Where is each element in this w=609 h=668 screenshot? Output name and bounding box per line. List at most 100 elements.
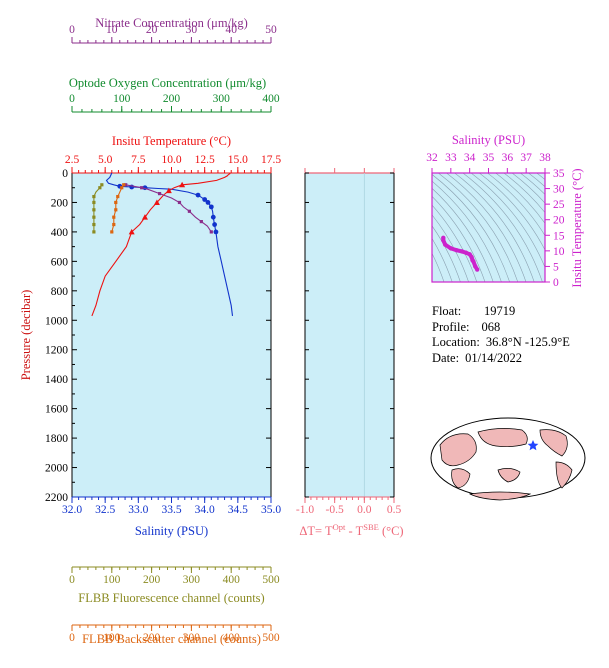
nitrate-point (187, 209, 192, 213)
delta-t-tick-label: -1.0 (296, 504, 314, 516)
nitrate-point (209, 230, 213, 234)
density-contour (462, 173, 543, 282)
nitrate-tick-label: 20 (146, 24, 158, 36)
salinity-tick-label: 35.0 (261, 504, 281, 516)
ts-y-tick-label: 30 (553, 184, 565, 196)
salinity-axis-label: Salinity (PSU) (135, 524, 208, 538)
delta-t-axis: -1.0 -0.5 0.0 0.5 (296, 168, 402, 516)
ts-y-tick-label: 25 (553, 199, 565, 211)
fluorescence-point (92, 200, 96, 205)
map-landmass (539, 429, 568, 457)
date-label: Date: (432, 350, 460, 365)
oxygen-tick-label: 0 (69, 93, 75, 105)
temperature-point (179, 181, 186, 188)
temperature-point (128, 228, 135, 235)
backscatter-tick-label: 500 (262, 632, 280, 644)
float-value: 19719 (484, 304, 516, 318)
ts-x-tick-label: 38 (539, 152, 551, 164)
pressure-tick-label: 2200 (45, 492, 68, 504)
temperature-tick-label: 2.5 (65, 154, 80, 166)
backscatter-point (114, 208, 118, 212)
backscatter-point (116, 194, 120, 199)
location-label: Location: (432, 335, 480, 350)
fluorescence-point (92, 230, 96, 234)
ts-point (454, 248, 459, 253)
density-contours (432, 173, 545, 282)
fluorescence-point (92, 222, 96, 227)
salinity-point (208, 204, 214, 210)
temperature-tick-label: 10.0 (161, 154, 181, 166)
profile-value: 068 (481, 319, 501, 334)
oxygen-tick-label: 300 (213, 93, 231, 105)
nitrate-tick-label: 0 (69, 24, 75, 36)
temperature-point (165, 187, 172, 194)
backscatter-tick-label: 200 (143, 632, 161, 644)
density-contour (432, 195, 486, 282)
delta-t-tick-label: 0.5 (387, 504, 402, 516)
map-landmass (468, 491, 532, 501)
map-landmass (451, 468, 471, 489)
temperature-tick-label: 5.0 (98, 154, 113, 166)
profile-row: Profile: 068 (432, 320, 570, 336)
salinity-point (202, 197, 208, 202)
salinity-tick-label: 34.0 (195, 504, 215, 516)
ts-x-axis: 32 33 34 35 36 37 38 (426, 152, 551, 173)
backscatter-axis-label: FLBB Backscatter channel (counts) (82, 632, 261, 646)
pressure-tick-label: 600 (51, 256, 69, 268)
float-label: Float: (432, 304, 462, 318)
pressure-axis-label: Pressure (decibar) (19, 290, 33, 381)
backscatter-point (120, 186, 124, 190)
density-contour (503, 173, 545, 214)
density-contour (432, 174, 510, 282)
pressure-tick-label: 1400 (45, 374, 68, 386)
fluorescence-point (92, 208, 96, 212)
ts-y-tick-label: 0 (553, 277, 559, 289)
nitrate-tick-label: 50 (265, 24, 277, 36)
nitrate-axis: 0 10 20 30 40 50 (69, 24, 277, 44)
backscatter-point (122, 183, 126, 187)
ts-point (471, 259, 476, 264)
ts-y-tick-label: 20 (553, 215, 565, 227)
density-contour (432, 225, 461, 282)
pressure-tick-label: 800 (51, 286, 69, 298)
density-contour (478, 173, 545, 251)
temperature-tick-label: 15.0 (228, 154, 248, 166)
fluorescence-point (92, 194, 96, 199)
nitrate-point (124, 183, 128, 187)
fluorescence-axis: 0 100 200 300 400 500 (69, 566, 280, 586)
density-contour (432, 188, 494, 282)
ts-x-tick-label: 37 (520, 152, 532, 164)
density-contour (432, 252, 445, 282)
float-location-marker (527, 440, 539, 451)
delta-t-tick-label: -0.5 (326, 504, 344, 516)
density-contour (432, 204, 478, 282)
fluorescence-point (92, 215, 96, 219)
pressure-tick-label: 2000 (45, 463, 68, 475)
fluorescence-tick-label: 400 (223, 574, 241, 586)
temperature-axis: 2.5 5.0 7.5 10.0 12.5 15.0 17.5 (65, 154, 281, 174)
location-row: Location: 36.8°N -125.9°E (432, 335, 570, 351)
pressure-axis: 0 200 400 600 800 1000 1200 1400 1600 1800 2000 220… (45, 168, 271, 504)
salinity-tick-label: 32.5 (95, 504, 115, 516)
pressure-tick-label: 1800 (45, 433, 68, 445)
float-info-panel: Float: 19719 Profile: 068 Location: 36.8°N … (432, 304, 570, 366)
nitrate-tick-label: 30 (186, 24, 198, 36)
ts-point (441, 238, 446, 243)
density-contour (454, 173, 535, 282)
float-id-row: Float: 19719 (432, 304, 570, 320)
backscatter-tick-label: 0 (69, 632, 75, 644)
oxygen-tick-label: 100 (113, 93, 131, 105)
nitrate-point (199, 220, 203, 224)
fluorescence-tick-label: 500 (262, 574, 280, 586)
fluorescence-axis-label: FLBB Fluorescence channel (counts) (78, 591, 264, 605)
salinity-point (210, 214, 216, 220)
pressure-tick-label: 1000 (45, 315, 68, 327)
ts-point (475, 267, 480, 272)
salinity-axis: 32.0 32.5 33.0 33.5 34.0 34.5 35.0 (62, 496, 281, 516)
fluorescence-tick-label: 0 (69, 574, 75, 586)
temperature-axis-label: Insitu Temperature (°C) (112, 134, 231, 148)
backscatter-point (112, 222, 116, 227)
fluorescence-tick-label: 100 (103, 574, 121, 586)
ts-x-axis-label: Salinity (PSU) (452, 133, 525, 147)
